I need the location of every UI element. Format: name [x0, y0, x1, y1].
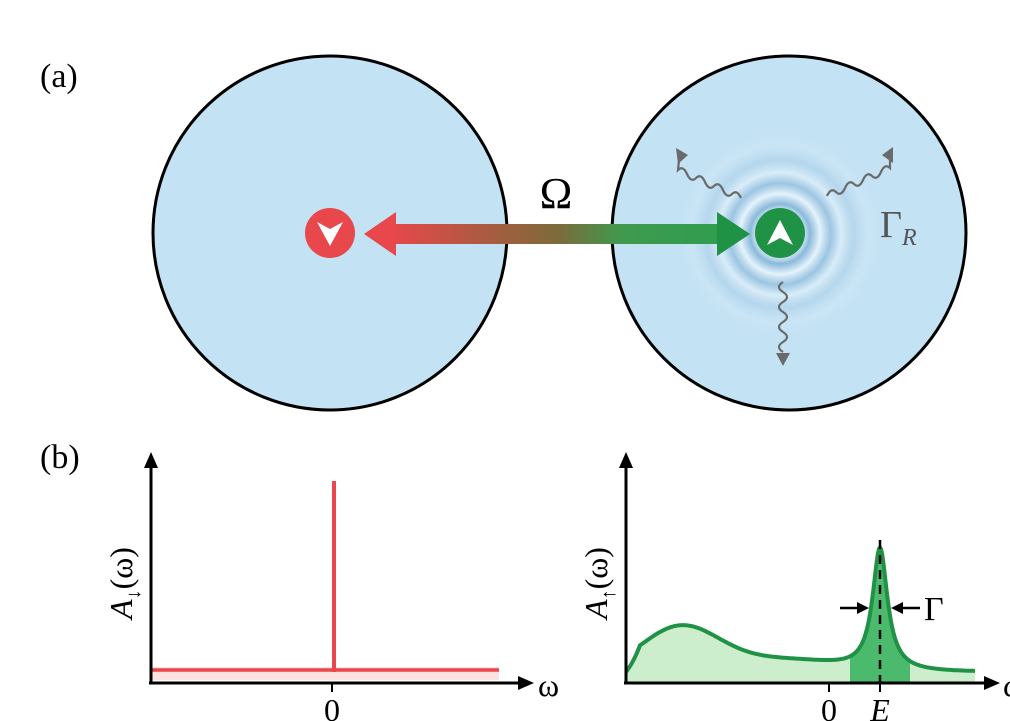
wiggle-bottom: [777, 281, 789, 353]
coupling-arrow: [364, 212, 750, 256]
right-x-axis-label: ω: [1003, 667, 1010, 703]
panel-a-label: (a): [40, 58, 78, 95]
left-tick-label-zero: 0: [324, 692, 340, 721]
wiggle-upper-right-head: [882, 147, 893, 163]
right-tick-label-peak: E: [869, 692, 890, 721]
width-marker-right-head: [891, 602, 903, 614]
left-y-axis-label: A↓(ω): [103, 547, 145, 621]
left-spectral-plot: 0 ω A↓(ω): [103, 452, 559, 721]
left-x-axis-label: ω: [538, 667, 559, 703]
right-y-axis-arrow: [619, 452, 633, 468]
spectrum-curve: [624, 543, 975, 674]
wiggle-upper-left-head: [676, 148, 688, 164]
width-marker-left-head: [857, 602, 869, 614]
coupling-label: Ω: [540, 169, 573, 218]
decay-wiggles: [676, 147, 893, 366]
right-y-axis-label: A↑(ω): [578, 547, 620, 621]
width-label: Γ: [924, 591, 944, 628]
arrowhead-left: [364, 212, 396, 256]
right-spectral-plot: 0 E ω A↑(ω) Γ: [578, 452, 1010, 721]
panel-b-label: (b): [40, 439, 80, 476]
spin-down-icon: [305, 208, 355, 258]
arrowhead-right: [717, 212, 750, 256]
right-tick-label-zero: 0: [821, 692, 837, 721]
wiggle-upper-right: [825, 158, 892, 197]
spectrum-fill: [626, 547, 975, 682]
decay-rate-label: ΓR: [880, 204, 917, 251]
left-y-axis-arrow: [144, 452, 158, 468]
peak-fill: [850, 547, 910, 682]
wiggle-upper-left: [676, 159, 743, 199]
right-x-axis-arrow: [984, 676, 1000, 690]
left-x-axis-arrow: [518, 676, 534, 690]
wiggle-bottom-head: [776, 353, 790, 366]
spin-up-icon: [755, 208, 805, 258]
